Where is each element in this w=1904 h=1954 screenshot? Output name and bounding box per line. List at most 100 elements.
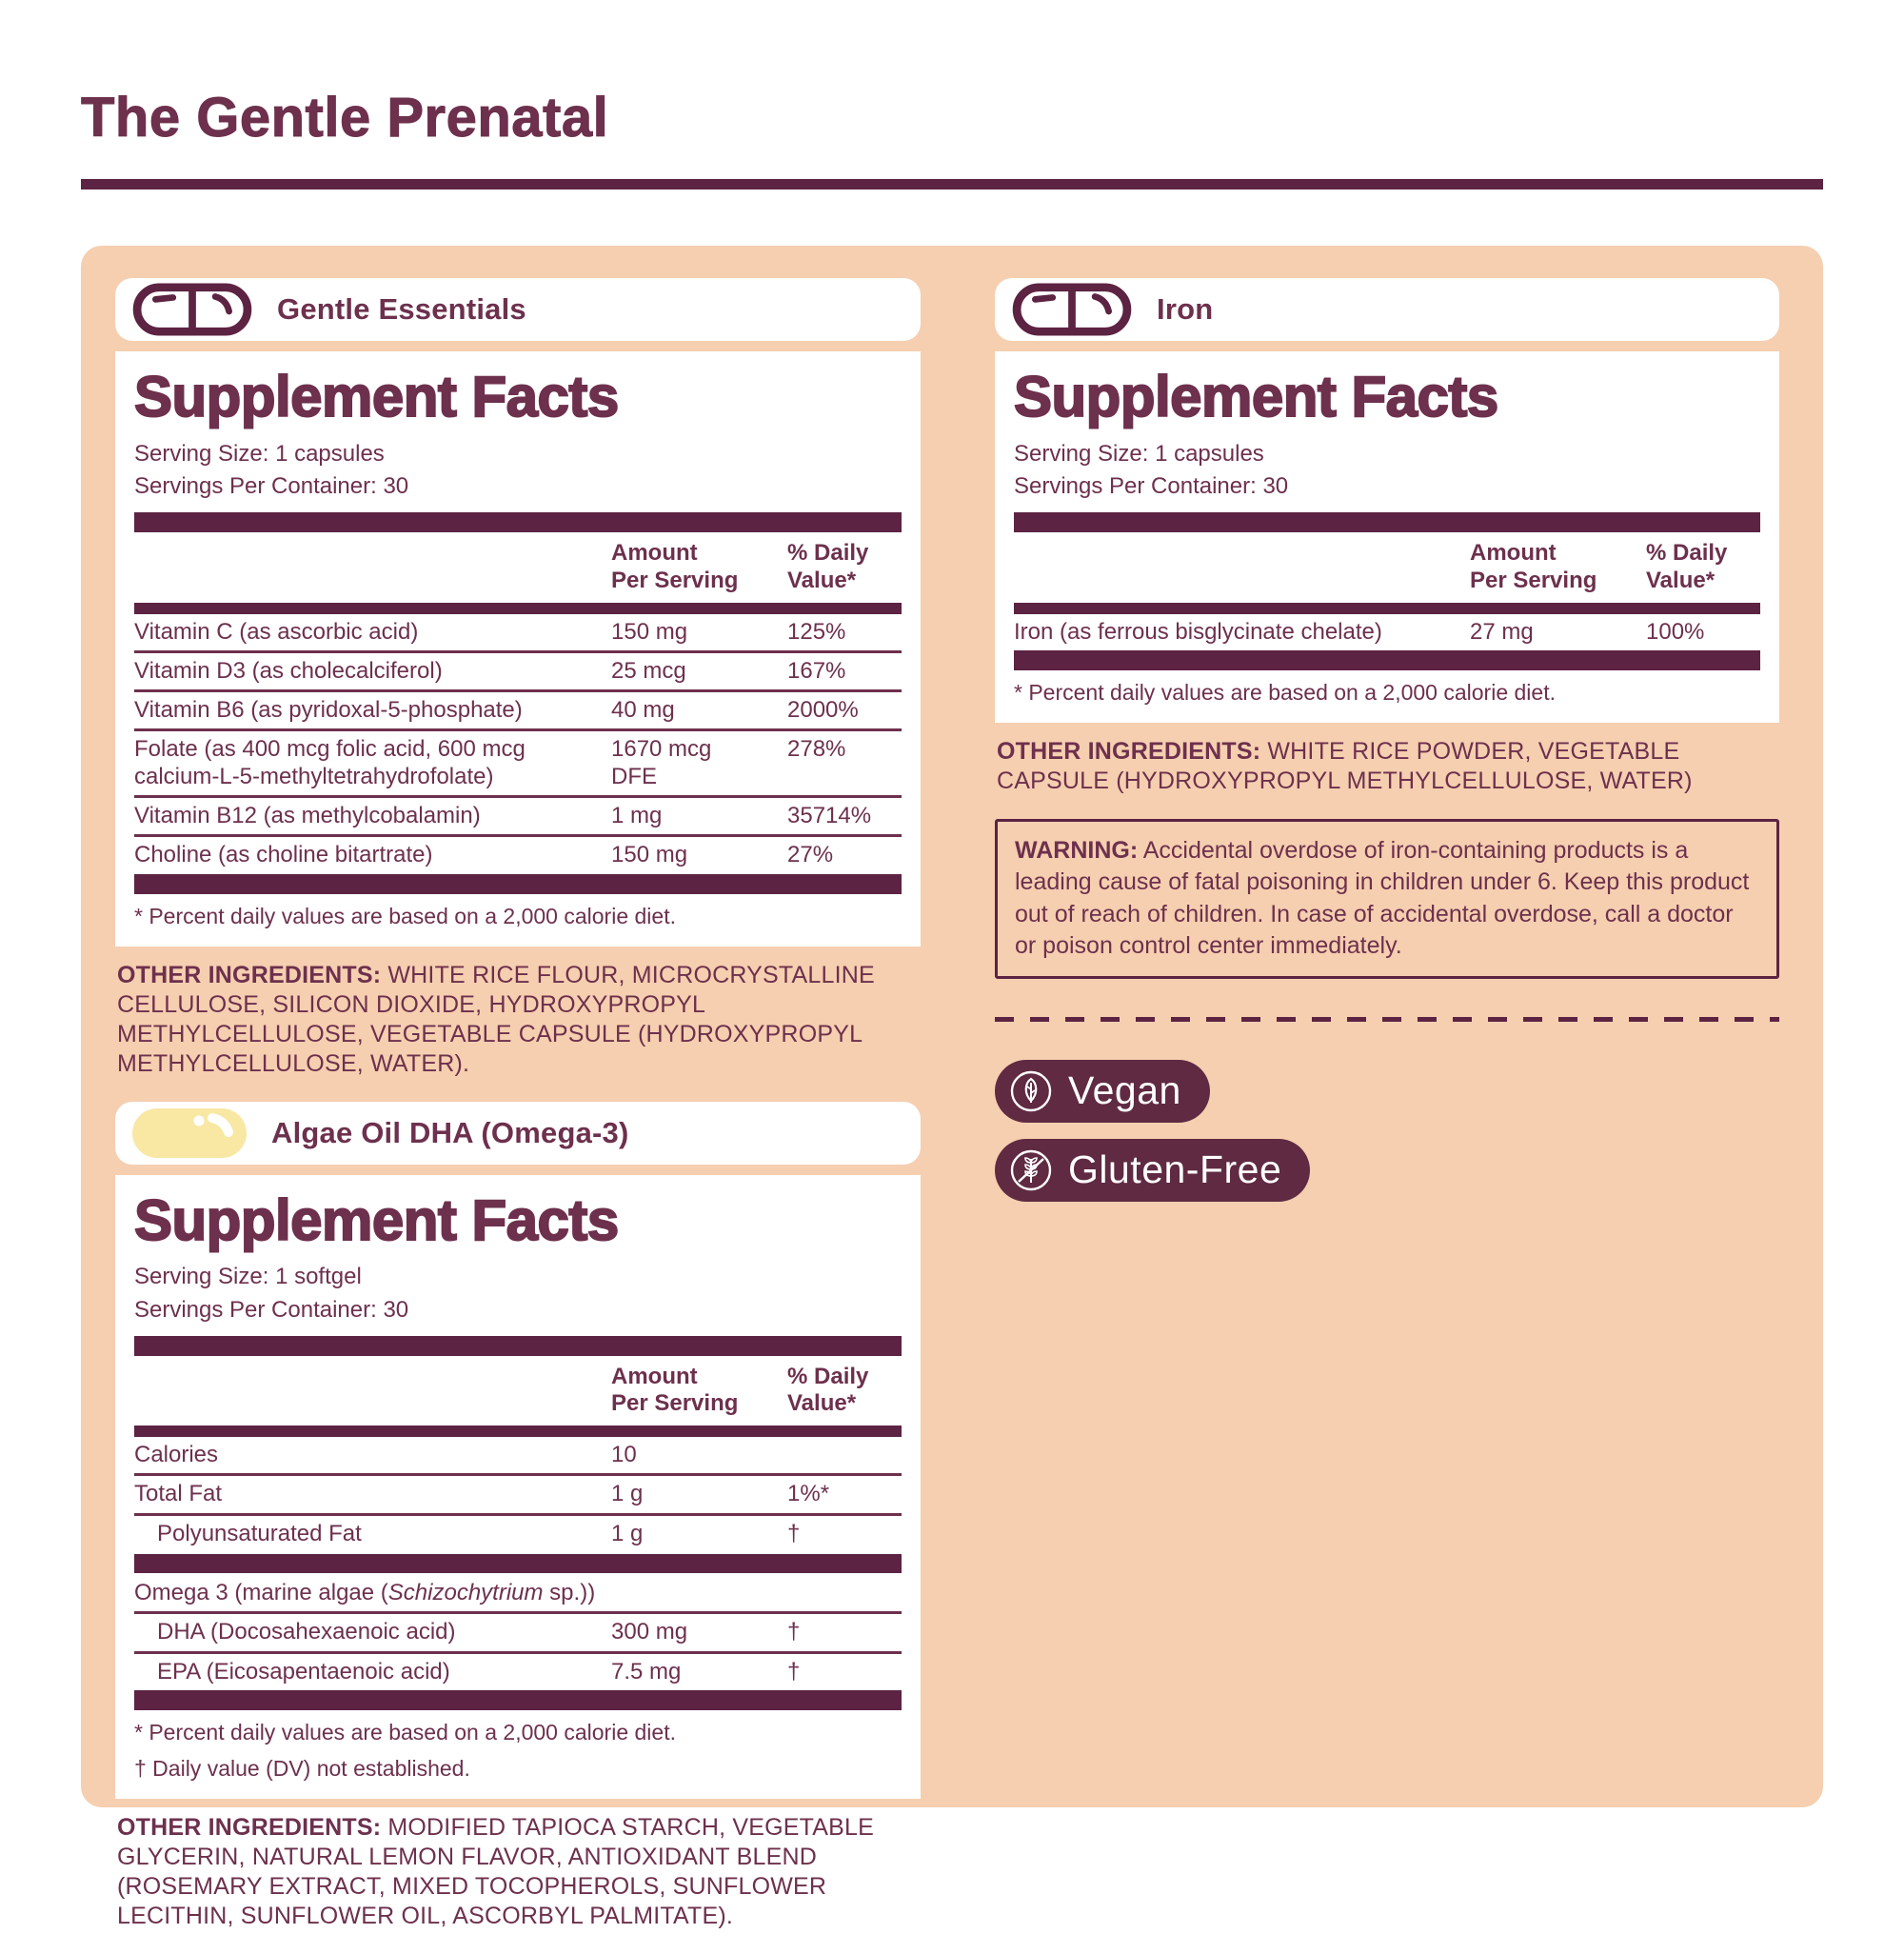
fact-row: DHA (Docosahexaenoic acid) 300 mg † <box>134 1611 902 1650</box>
header-card-gentle-essentials: Gentle Essentials <box>115 278 921 341</box>
fact-row-amount: 150 mg <box>611 842 688 868</box>
fact-row-amount: 300 mg <box>611 1619 688 1645</box>
header-card-iron: Iron <box>995 278 1779 341</box>
dv-column-header: % Daily Value* <box>787 539 869 593</box>
spacer <box>134 540 611 595</box>
fact-row-amount: 40 mg <box>611 697 675 724</box>
fact-row-daily-value: 1%* <box>787 1481 830 1507</box>
fact-row-amount: 27 mg <box>1470 618 1534 645</box>
table-column-headers: Amount Per Serving % Daily Value* <box>134 532 902 603</box>
table-column-headers: Amount Per Serving % Daily Value* <box>1014 532 1760 603</box>
serving-size: Serving Size: 1 capsules <box>1014 440 1264 467</box>
fact-row-amount: 7.5 mg <box>611 1658 682 1685</box>
right-column: Iron Supplement Facts Serving Size: 1 ca… <box>995 278 1779 1218</box>
fact-row: Vitamin B6 (as pyridoxal-5-phosphate) 40 … <box>134 689 902 728</box>
section-title-iron: Iron <box>1157 292 1214 326</box>
servings-per-container: Servings Per Container: 30 <box>1014 472 1289 499</box>
footnotes: * Percent daily values are based on a 2,… <box>1014 679 1760 708</box>
fact-row-amount: 25 mcg <box>611 657 686 684</box>
fact-row-name: Calories <box>134 1442 219 1468</box>
fact-row-name: EPA (Eicosapentaenoic acid) <box>157 1658 450 1685</box>
fact-row: Omega 3 (marine algae (Schizochytrium sp… <box>134 1575 902 1611</box>
fact-row: Vitamin B12 (as methylcobalamin) 1 mg 3571… <box>134 795 902 834</box>
leaf-icon <box>1008 1068 1054 1114</box>
table-header-bar <box>1014 602 1760 614</box>
fact-row-name: DHA (Docosahexaenoic acid) <box>157 1619 456 1645</box>
fact-row: Vitamin C (as ascorbic acid) 150 mg 125% <box>134 614 902 650</box>
table-top-bar <box>1014 511 1760 532</box>
fact-row-name: Vitamin D3 (as cholecalciferol) <box>134 657 443 684</box>
fact-row-name: Vitamin C (as ascorbic acid) <box>134 618 419 645</box>
gluten-free-badge-label: Gluten-Free <box>1068 1147 1282 1192</box>
table-bottom-bar <box>1014 649 1760 670</box>
fact-row-amount: 10 <box>611 1442 637 1468</box>
fact-row: Calories 10 <box>134 1437 902 1473</box>
fact-row: Vitamin D3 (as cholecalciferol) 25 mcg 167… <box>134 649 902 689</box>
footnote: * Percent daily values are based on a 2,… <box>1014 679 1556 705</box>
fact-row-daily-value: 2000% <box>787 697 859 724</box>
facts-table: Iron (as ferrous bisglycinate chelate) 27… <box>1014 614 1760 650</box>
fact-row-amount: 1 mg <box>611 803 663 829</box>
fact-row-daily-value: † <box>787 1520 801 1546</box>
fact-row-name: Vitamin B6 (as pyridoxal-5-phosphate) <box>134 697 523 724</box>
fact-row: Folate (as 400 mcg folic acid, 600 mcg c… <box>134 728 902 795</box>
other-ingredients-algae-oil: OTHER INGREDIENTS: MODIFIED TAPIOCA STAR… <box>117 1813 874 1929</box>
amount-column-header: Amount Per Serving <box>1470 539 1597 593</box>
other-ingredients-iron: OTHER INGREDIENTS: WHITE RICE POWDER, VE… <box>997 737 1693 794</box>
page-title: The Gentle Prenatal <box>80 87 609 150</box>
fact-row: Total Fat 1 g 1%* <box>134 1473 902 1512</box>
table-bottom-bar <box>134 873 902 894</box>
fact-row-daily-value: 100% <box>1646 618 1705 645</box>
footnotes: * Percent daily values are based on a 2,… <box>134 1719 902 1784</box>
dv-column-header: % Daily Value* <box>787 1363 869 1417</box>
fact-row-name: Vitamin B12 (as methylcobalamin) <box>134 803 481 829</box>
fact-row: Iron (as ferrous bisglycinate chelate) 27… <box>1014 614 1760 650</box>
facts-table: Calories 10 Total Fat 1 g 1%* Polyunsaturated… <box>134 1437 902 1690</box>
fact-row-daily-value: 125% <box>787 618 846 645</box>
supplement-facts-title: Supplement Facts <box>1013 365 1499 429</box>
spacer <box>1014 540 1470 595</box>
capsule-icon <box>1012 283 1132 336</box>
spacer <box>134 1364 611 1419</box>
supplement-facts-panel-algae-oil: Supplement Facts Serving Size: 1 softgel… <box>115 1174 921 1799</box>
facts-table: Vitamin C (as ascorbic acid) 150 mg 125% Vi… <box>134 614 902 874</box>
header-card-algae-oil: Algae Oil DHA (Omega-3) <box>115 1101 921 1165</box>
fact-row-daily-value: † <box>787 1658 801 1685</box>
fact-row-amount: 1 g <box>611 1520 644 1546</box>
fact-row-daily-value: 278% <box>787 736 846 763</box>
table-top-bar <box>134 511 902 532</box>
amount-column-header: Amount Per Serving <box>611 539 739 593</box>
fact-row-amount: 1 g <box>611 1481 644 1507</box>
table-column-headers: Amount Per Serving % Daily Value* <box>134 1356 902 1426</box>
capsule-icon <box>132 283 252 336</box>
vegan-badge: Vegan <box>995 1059 1210 1123</box>
supplement-facts-title: Supplement Facts <box>133 365 620 429</box>
label-background-panel: Gentle Essentials Supplement Facts Servi… <box>81 246 1823 1929</box>
dv-column-header: % Daily Value* <box>1646 539 1728 593</box>
fact-row: EPA (Eicosapentaenoic acid) 7.5 mg † <box>134 1650 902 1690</box>
table-header-bar <box>134 602 902 614</box>
table-divider-bar <box>134 1554 902 1574</box>
table-top-bar <box>134 1335 902 1356</box>
table-bottom-bar <box>134 1690 902 1711</box>
fact-row-daily-value: 27% <box>787 842 834 868</box>
footnote: * Percent daily values are based on a 2,… <box>134 1720 676 1745</box>
fact-row-name: Iron (as ferrous bisglycinate chelate) <box>1014 618 1382 645</box>
fact-row-amount: 150 mg <box>611 618 688 645</box>
fact-row: Polyunsaturated Fat 1 g † <box>134 1512 902 1552</box>
section-title-gentle-essentials: Gentle Essentials <box>277 292 526 326</box>
fact-row-name: Folate (as 400 mcg folic acid, 600 mcg c… <box>134 736 526 789</box>
iron-warning-box: WARNING: Accidental overdose of iron-con… <box>995 818 1779 979</box>
fact-row-name: Polyunsaturated Fat <box>157 1520 362 1546</box>
dashed-divider <box>995 1016 1779 1022</box>
fact-row-daily-value: 35714% <box>787 803 872 829</box>
title-divider-rule <box>81 179 1823 189</box>
footnotes: * Percent daily values are based on a 2,… <box>134 903 902 931</box>
fact-row-name: Omega 3 (marine algae (Schizochytrium sp… <box>134 1580 596 1606</box>
supplement-facts-panel-iron: Supplement Facts Serving Size: 1 capsule… <box>995 351 1779 723</box>
softgel-icon <box>132 1107 247 1158</box>
fact-row-daily-value: 167% <box>787 657 846 684</box>
table-header-bar <box>134 1426 902 1438</box>
fact-row-name: Choline (as choline bitartrate) <box>134 842 433 868</box>
section-title-algae-oil: Algae Oil DHA (Omega-3) <box>271 1115 629 1149</box>
